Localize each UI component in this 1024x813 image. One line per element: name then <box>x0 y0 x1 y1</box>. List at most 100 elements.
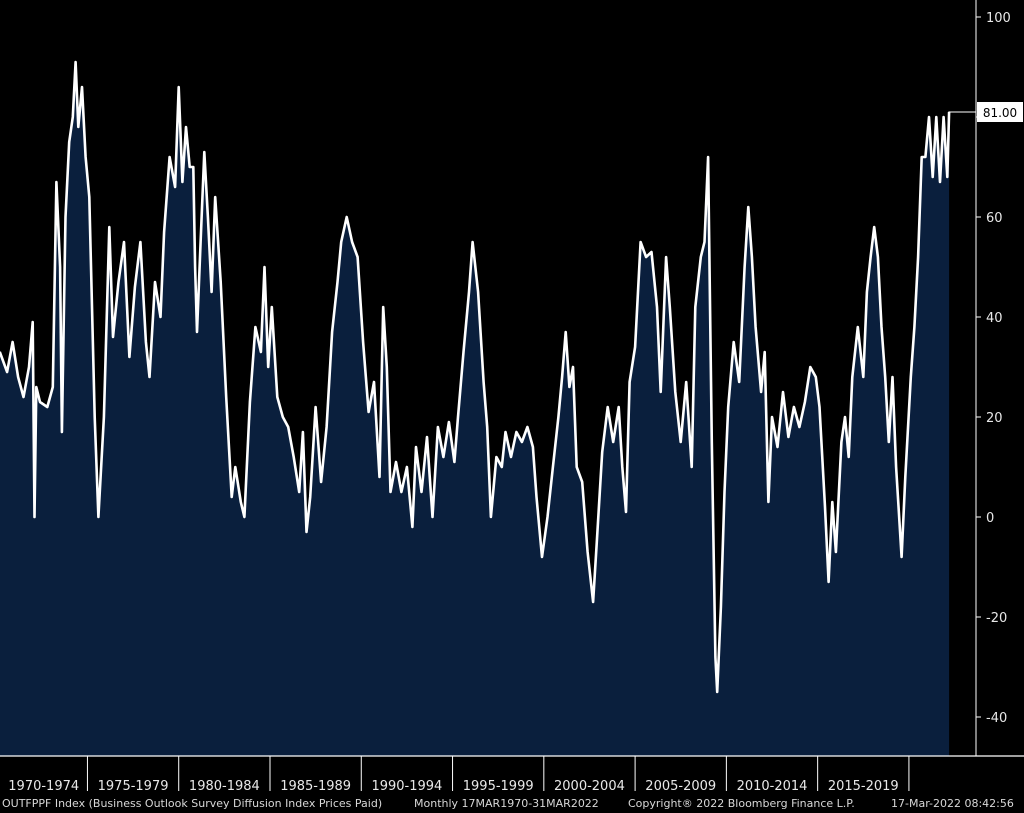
data-point <box>913 326 916 328</box>
data-point <box>11 341 14 343</box>
data-point <box>292 456 295 458</box>
data-point <box>6 371 8 373</box>
data-point <box>866 291 868 293</box>
data-point <box>406 466 408 468</box>
data-point <box>831 501 834 503</box>
data-point <box>117 281 120 283</box>
data-point <box>31 321 34 323</box>
data-point <box>93 416 96 418</box>
data-point <box>835 551 837 553</box>
data-point <box>877 256 879 258</box>
data-point <box>700 256 702 258</box>
data-point <box>437 426 439 428</box>
data-point <box>68 141 70 143</box>
y-tick-label: 100 <box>986 11 1011 26</box>
data-point <box>457 416 459 418</box>
data-point <box>185 126 187 128</box>
data-point <box>592 601 594 603</box>
data-point <box>477 291 479 293</box>
data-point <box>763 351 766 353</box>
x-period-label: 1975-1979 <box>98 779 169 794</box>
data-point <box>168 156 171 158</box>
data-point <box>77 126 80 128</box>
data-point <box>112 336 114 338</box>
data-point <box>601 451 603 453</box>
data-point <box>869 256 872 258</box>
data-point <box>501 466 503 468</box>
data-point <box>575 466 578 468</box>
data-point <box>824 506 826 508</box>
data-point <box>634 346 636 348</box>
data-point <box>650 251 653 253</box>
data-point <box>751 256 753 258</box>
x-period-label: 1970-1974 <box>8 779 79 794</box>
y-tick-label: 40 <box>986 311 1003 326</box>
data-point <box>694 306 697 308</box>
data-point <box>302 431 304 433</box>
data-point <box>28 366 30 368</box>
data-point <box>382 306 385 308</box>
data-point <box>468 291 470 293</box>
data-point <box>771 416 773 418</box>
data-point <box>564 331 567 333</box>
data-point <box>108 226 111 228</box>
data-point <box>154 281 156 283</box>
x-period-label: 1980-1984 <box>189 779 260 794</box>
data-point <box>305 531 308 533</box>
data-point <box>55 181 58 183</box>
data-point <box>52 386 54 388</box>
data-point <box>188 166 191 168</box>
data-point <box>568 386 571 388</box>
data-point <box>395 461 397 463</box>
data-point <box>669 306 671 308</box>
data-point <box>738 381 740 383</box>
x-period-label: 1990-1994 <box>371 779 442 794</box>
data-point <box>462 351 465 353</box>
chart-svg: 100806040200-20-40 1970-19741975-1979198… <box>0 0 1024 794</box>
data-point <box>210 291 213 293</box>
data-point <box>679 441 682 443</box>
data-point <box>720 606 722 608</box>
data-point <box>793 406 795 408</box>
data-point <box>243 516 246 518</box>
data-point <box>844 416 846 418</box>
last-value-label: 81.00 <box>983 106 1017 120</box>
data-point <box>515 431 518 433</box>
data-point <box>804 401 806 403</box>
data-point <box>181 181 184 183</box>
data-point <box>809 366 812 368</box>
data-point <box>711 441 713 443</box>
data-point <box>378 476 381 478</box>
data-point <box>426 436 428 438</box>
data-point <box>163 231 165 233</box>
data-point <box>873 226 875 228</box>
data-point <box>541 556 543 558</box>
data-point <box>309 496 312 498</box>
data-point <box>174 186 176 188</box>
data-point <box>139 241 142 243</box>
data-point <box>760 391 762 393</box>
data-point <box>888 441 890 443</box>
data-point <box>818 406 821 408</box>
data-point <box>240 501 242 503</box>
data-point <box>420 491 423 493</box>
data-point <box>431 516 434 518</box>
data-point <box>159 316 162 318</box>
data-point <box>572 366 574 368</box>
data-point <box>192 166 195 168</box>
x-period-label: 2010-2014 <box>737 779 808 794</box>
data-point <box>917 256 919 258</box>
data-point <box>606 406 609 408</box>
data-point <box>716 691 718 693</box>
y-tick-label: 60 <box>986 211 1003 226</box>
data-point <box>621 466 624 468</box>
data-point <box>521 441 523 443</box>
data-point <box>946 176 949 178</box>
data-point <box>490 516 492 518</box>
data-point <box>362 341 364 343</box>
footer-series-description: OUTFPPF Index (Business Outlook Survey D… <box>2 797 383 810</box>
x-period-label: 2000-2004 <box>554 779 625 794</box>
data-point <box>754 326 757 328</box>
data-point <box>351 241 353 243</box>
data-point <box>504 431 507 433</box>
